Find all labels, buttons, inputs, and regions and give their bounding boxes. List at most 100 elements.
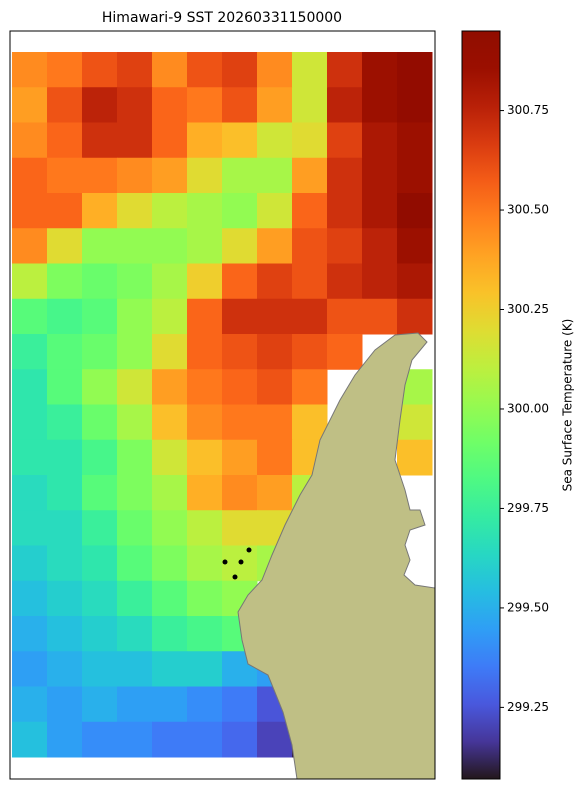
sst-cell: [327, 87, 363, 123]
sst-cell: [187, 651, 223, 687]
sst-cell: [82, 122, 118, 159]
sst-cell: [257, 157, 293, 194]
sst-cell: [222, 228, 258, 264]
sst-cell: [327, 122, 363, 159]
sst-cell: [152, 298, 188, 335]
sst-cell: [187, 122, 223, 159]
sst-cell: [152, 369, 188, 405]
sst-cell: [117, 87, 153, 123]
sst-cell: [397, 122, 433, 159]
sst-cell: [152, 545, 188, 582]
sst-cell: [362, 87, 398, 123]
sst-cell: [292, 87, 328, 123]
sst-cell: [257, 334, 293, 370]
sst-cell: [47, 475, 83, 511]
sst-cell: [152, 122, 188, 159]
sst-cell: [47, 369, 83, 405]
sst-cell: [397, 404, 433, 441]
colorbar: [461, 30, 501, 780]
sst-cell: [257, 228, 293, 264]
sst-cell: [187, 87, 223, 123]
sst-cell: [152, 404, 188, 441]
sst-cell: [82, 369, 118, 405]
sst-cell: [187, 157, 223, 194]
sst-cell: [47, 616, 83, 652]
sst-cell: [222, 369, 258, 405]
sst-cell: [222, 298, 258, 335]
sst-cell: [117, 298, 153, 335]
sst-cell: [117, 510, 153, 546]
sst-cell: [152, 193, 188, 229]
sst-cell: [222, 52, 258, 88]
sst-cell: [187, 721, 223, 758]
sst-cell: [397, 193, 433, 229]
sst-cell: [152, 52, 188, 88]
sst-cell: [117, 404, 153, 441]
sst-cell: [187, 510, 223, 546]
sst-cell: [117, 721, 153, 758]
sst-cell: [397, 439, 433, 476]
colorbar-tick-label: 300.75: [507, 103, 549, 117]
sst-cell: [152, 580, 188, 617]
sst-cell: [292, 122, 328, 159]
station-markers: [222, 547, 252, 580]
sst-cell: [152, 651, 188, 687]
title: Himawari-9 SST 20260331150000: [102, 10, 342, 26]
sst-cell: [117, 334, 153, 370]
sst-cell: [47, 439, 83, 476]
sst-cell: [257, 263, 293, 300]
sst-cell: [257, 404, 293, 441]
sst-cell: [82, 157, 118, 194]
sst-cell: [187, 404, 223, 441]
sst-cell: [117, 545, 153, 582]
sst-cell: [152, 721, 188, 758]
sst-cell: [257, 439, 293, 476]
sst-cell: [47, 651, 83, 687]
sst-cell: [397, 52, 433, 88]
sst-cell: [47, 545, 83, 582]
sst-cell: [82, 439, 118, 476]
colorbar-tick-label: 299.25: [507, 700, 549, 714]
sst-cell: [117, 475, 153, 511]
sst-cell: [12, 721, 48, 758]
sst-cell: [82, 52, 118, 88]
sst-cell: [327, 298, 363, 335]
sst-cell: [117, 439, 153, 476]
sst-cell: [292, 263, 328, 300]
colorbar-tick-label: 299.75: [507, 501, 549, 515]
station: [238, 559, 244, 565]
sst-cell: [82, 510, 118, 546]
sst-cell: [47, 510, 83, 546]
sst-cell: [82, 193, 118, 229]
sst-cell: [222, 510, 258, 546]
land: [237, 332, 436, 780]
sst-cell: [222, 721, 258, 758]
sst-cell: [397, 263, 433, 300]
sst-cell: [47, 122, 83, 159]
sst-cell: [47, 157, 83, 194]
colorbar-tick-label: 299.50: [507, 600, 549, 614]
sst-cell: [187, 228, 223, 264]
sst-cell: [397, 87, 433, 123]
sst-cell: [292, 52, 328, 88]
sst-cell: [47, 52, 83, 88]
sst-cell: [47, 298, 83, 335]
sst-cell: [12, 263, 48, 300]
sst-cell: [152, 228, 188, 264]
sst-cell: [292, 334, 328, 370]
sst-field: [12, 52, 433, 758]
sst-cell: [152, 263, 188, 300]
sst-cell: [117, 686, 153, 723]
sst-cell: [12, 369, 48, 405]
sst-cell: [12, 475, 48, 511]
sst-cell: [187, 52, 223, 88]
sst-cell: [187, 263, 223, 300]
station: [222, 559, 228, 565]
sst-cell: [222, 439, 258, 476]
sst-cell: [187, 298, 223, 335]
sst-cell: [187, 369, 223, 405]
sst-cell: [12, 52, 48, 88]
sst-cell: [12, 87, 48, 123]
sst-cell: [82, 545, 118, 582]
sst-cell: [397, 298, 433, 335]
